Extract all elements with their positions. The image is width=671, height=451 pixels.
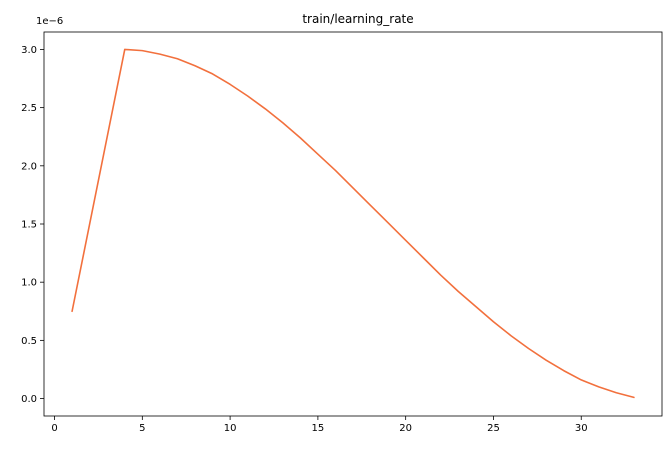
y-tick-label: 2.5 (21, 103, 37, 114)
series-line (71, 48, 635, 399)
y-tick-label: 0.5 (21, 336, 37, 347)
x-tick-label: 0 (51, 423, 57, 434)
y-tick-label: 1.0 (21, 278, 37, 289)
chart-title: train/learning_rate (302, 12, 413, 26)
x-tick-label: 20 (399, 423, 412, 434)
x-tick-label: 10 (224, 423, 237, 434)
x-tick-label: 30 (575, 423, 588, 434)
x-tick-label: 5 (139, 423, 145, 434)
y-tick-label: 3.0 (21, 45, 37, 56)
x-tick-label: 25 (487, 423, 500, 434)
y-tick-label: 1.5 (21, 220, 37, 231)
y-tick-label: 0.0 (21, 394, 37, 405)
x-tick-label: 15 (312, 423, 325, 434)
y-scale-label: 1e−6 (36, 16, 63, 27)
y-tick-label: 2.0 (21, 161, 37, 172)
plot-frame (43, 31, 663, 417)
